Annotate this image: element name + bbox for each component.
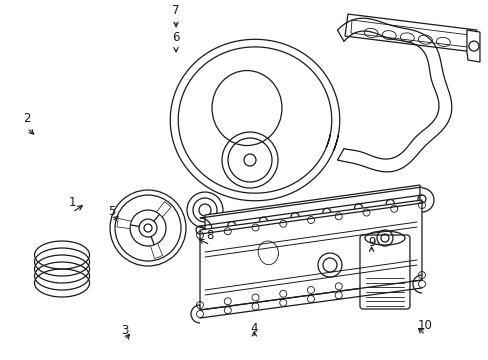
Text: 3: 3 — [121, 324, 128, 337]
Text: 2: 2 — [23, 112, 31, 125]
Text: 4: 4 — [250, 323, 258, 336]
Polygon shape — [117, 219, 131, 229]
Text: 6: 6 — [172, 31, 180, 44]
Polygon shape — [200, 200, 421, 310]
Text: 1: 1 — [68, 197, 76, 210]
Polygon shape — [466, 30, 479, 62]
Text: 10: 10 — [417, 319, 432, 332]
Polygon shape — [204, 185, 419, 235]
Text: 9: 9 — [367, 236, 375, 249]
Polygon shape — [156, 202, 171, 217]
Text: 7: 7 — [172, 4, 180, 17]
Text: 5: 5 — [108, 206, 115, 219]
FancyBboxPatch shape — [359, 235, 409, 309]
Polygon shape — [150, 243, 162, 258]
Text: 8: 8 — [206, 229, 214, 242]
Polygon shape — [344, 14, 476, 52]
